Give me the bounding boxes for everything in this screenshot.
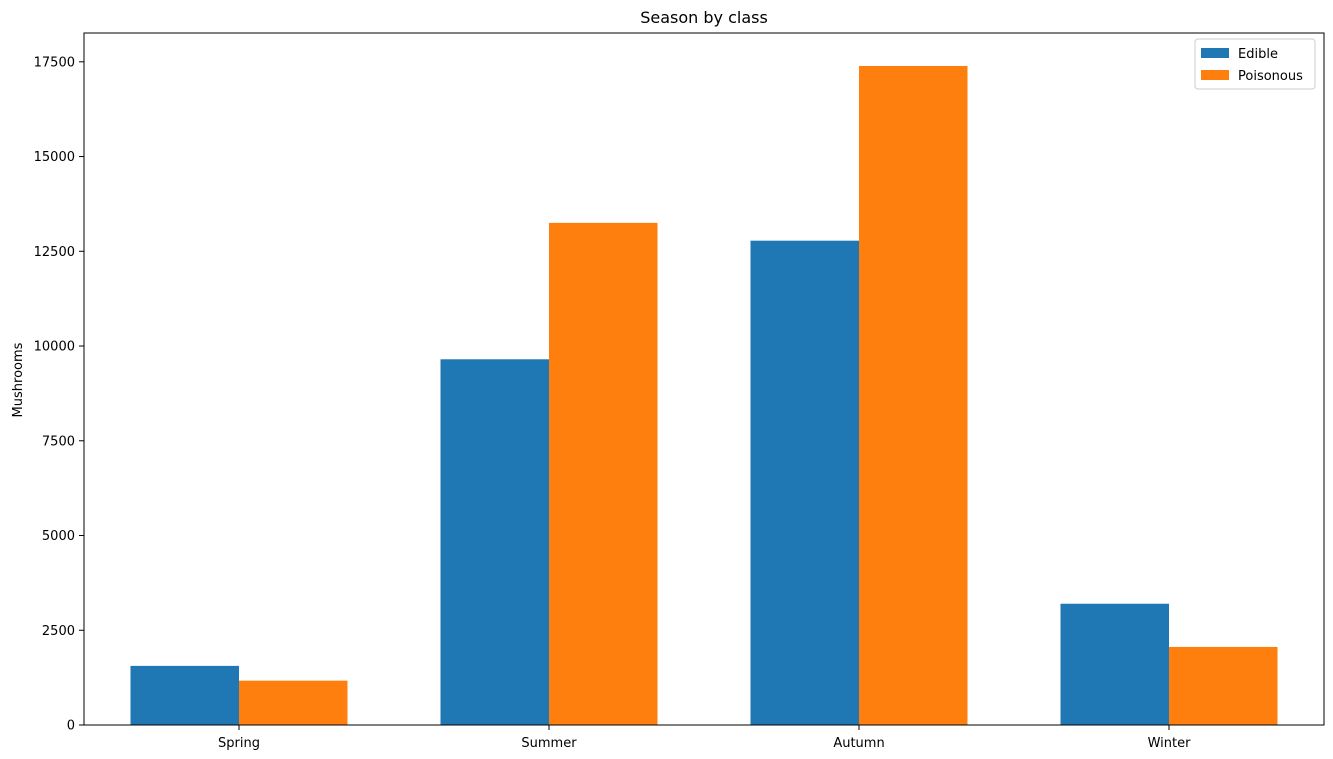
y-tick-label: 2500 xyxy=(42,624,75,639)
legend-swatch-edible xyxy=(1201,48,1229,58)
bars xyxy=(130,65,1278,726)
legend-label-edible: Edible xyxy=(1238,47,1278,62)
bar-edible-autumn xyxy=(750,240,859,725)
x-tick-label: Summer xyxy=(521,736,577,751)
bar-poisonous-winter xyxy=(1169,646,1278,725)
bar-poisonous-summer xyxy=(549,222,658,726)
y-tick-label: 12500 xyxy=(34,245,75,260)
x-axis: Spring Summer Autumn Winter xyxy=(218,725,1191,751)
bar-edible-spring xyxy=(130,665,239,725)
y-tick-label: 5000 xyxy=(42,529,75,544)
legend-label-poisonous: Poisonous xyxy=(1238,69,1303,84)
bar-edible-winter xyxy=(1060,603,1169,725)
y-tick-label: 10000 xyxy=(34,340,75,355)
x-tick-label: Spring xyxy=(218,736,260,751)
y-tick-label: 7500 xyxy=(42,434,75,449)
bar-edible-summer xyxy=(440,359,549,725)
bar-poisonous-autumn xyxy=(859,65,968,726)
legend: Edible Poisonous xyxy=(1194,38,1316,90)
chart-title: Season by class xyxy=(640,8,768,27)
y-tick-label: 15000 xyxy=(34,150,75,165)
bar-poisonous-spring xyxy=(239,680,348,725)
y-axis-label: Mushrooms xyxy=(11,342,26,417)
legend-swatch-poisonous xyxy=(1201,70,1229,80)
y-axis: 0 2500 5000 7500 10000 12500 15000 17500 xyxy=(34,55,84,734)
x-tick-label: Autumn xyxy=(833,736,884,751)
y-tick-label: 0 xyxy=(67,719,75,734)
x-tick-label: Winter xyxy=(1148,736,1192,751)
plot-area-frame xyxy=(83,32,1325,726)
y-tick-label: 17500 xyxy=(34,55,75,70)
